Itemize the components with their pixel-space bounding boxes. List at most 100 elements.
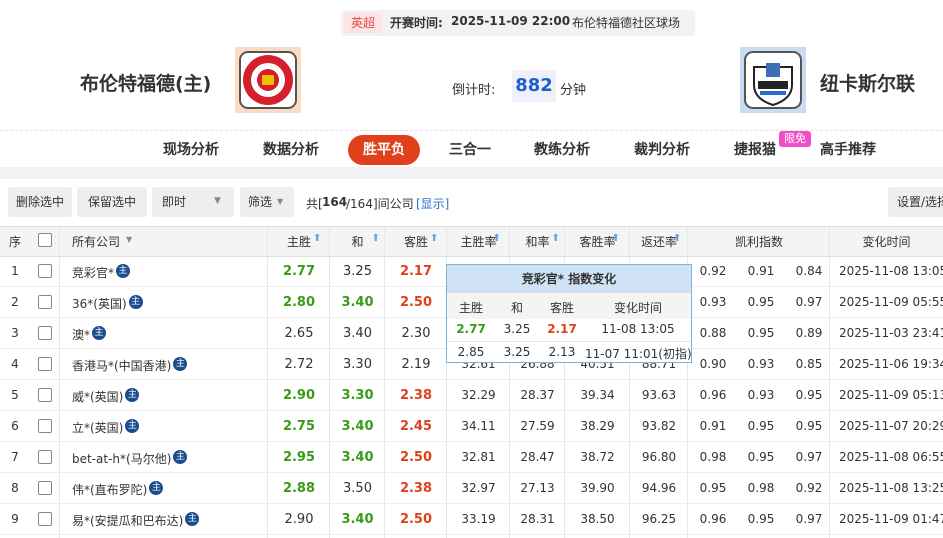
column-header[interactable]: 客胜率 bbox=[579, 235, 616, 249]
kelly: 0.97 bbox=[795, 450, 823, 464]
odds: 2.30 bbox=[401, 326, 431, 341]
company[interactable]: 澳* bbox=[72, 328, 91, 342]
tab[interactable]: 教练分析 bbox=[534, 142, 590, 158]
select-caret: ▼ bbox=[214, 196, 221, 206]
odds: 3.50 bbox=[343, 481, 372, 496]
tab[interactable]: 裁判分析 bbox=[634, 142, 690, 158]
column-header[interactable]: 凯利指数 bbox=[734, 235, 783, 249]
rate: 96.80 bbox=[641, 450, 677, 464]
away-team[interactable]: 纽卡斯尔联 bbox=[820, 73, 916, 95]
company[interactable]: 香港马*(中国香港) bbox=[72, 359, 172, 373]
change-time: 2025-11-08 13:05 bbox=[839, 264, 943, 278]
checkbox[interactable] bbox=[38, 264, 52, 278]
column-header[interactable]: 客胜 bbox=[403, 235, 428, 249]
column-header[interactable]: 主胜率 bbox=[460, 235, 497, 249]
column-header[interactable]: 和率 bbox=[525, 235, 550, 249]
change-time: 2025-11-03 23:41 bbox=[839, 326, 943, 340]
company[interactable]: 伟*(直布罗陀) bbox=[72, 483, 148, 497]
checkbox[interactable] bbox=[38, 512, 52, 526]
main-icon: 主 bbox=[149, 481, 164, 495]
rate: 32.29 bbox=[461, 388, 496, 402]
button[interactable]: 设置/选择 bbox=[888, 187, 943, 217]
rate: 32.97 bbox=[461, 481, 496, 495]
odds: 3.40 bbox=[341, 450, 374, 465]
column-header[interactable]: 返还率 bbox=[640, 235, 677, 249]
col-sep bbox=[509, 226, 510, 538]
table-header bbox=[0, 226, 943, 257]
kelly: 0.95 bbox=[747, 419, 775, 433]
col-sep bbox=[564, 226, 565, 538]
row-line bbox=[0, 503, 943, 504]
col-sep bbox=[384, 226, 385, 538]
column-header[interactable]: 变化时间 bbox=[862, 235, 911, 249]
row-index: 8 bbox=[11, 481, 19, 495]
odds: 3.30 bbox=[341, 388, 374, 403]
select[interactable]: 即时 bbox=[152, 187, 234, 217]
main-icon: 主 bbox=[116, 264, 131, 278]
odds: 2.72 bbox=[284, 357, 314, 372]
col-sep bbox=[687, 226, 688, 538]
row-index: 5 bbox=[11, 388, 19, 402]
col-sep bbox=[446, 226, 447, 538]
company[interactable]: bet-at-h*(马尔他) bbox=[72, 452, 172, 466]
tab[interactable]: 高手推荐 bbox=[820, 142, 876, 158]
odds: 2.65 bbox=[284, 326, 314, 341]
company[interactable]: 立*(英国) bbox=[72, 421, 124, 435]
button[interactable]: 保留选中 bbox=[77, 187, 147, 217]
column-header[interactable]: 和 bbox=[351, 235, 364, 249]
company[interactable]: 威*(英国) bbox=[72, 390, 124, 404]
select-caret: ▼ bbox=[277, 197, 284, 206]
row-index: 4 bbox=[11, 357, 19, 371]
odds: 2.45 bbox=[399, 419, 433, 434]
kelly: 0.93 bbox=[747, 388, 775, 402]
tab[interactable]: 胜平负 bbox=[348, 135, 420, 165]
popup-row-line bbox=[447, 341, 691, 342]
column-header[interactable]: 主胜 bbox=[286, 235, 311, 249]
popup-header: 和 bbox=[510, 301, 523, 315]
checkbox[interactable] bbox=[38, 450, 52, 464]
checkbox[interactable] bbox=[38, 419, 52, 433]
sort-arrow: ⬆ bbox=[611, 233, 620, 244]
kelly: 0.95 bbox=[747, 326, 775, 340]
rate: 93.82 bbox=[641, 419, 677, 433]
checkbox[interactable] bbox=[38, 295, 52, 309]
col-sep bbox=[59, 226, 60, 538]
main-icon: 主 bbox=[125, 388, 140, 402]
company[interactable]: 易*(安提瓜和巴布达) bbox=[72, 514, 184, 528]
row-index: 2 bbox=[11, 295, 19, 309]
kelly: 0.91 bbox=[699, 419, 727, 433]
tab[interactable]: 现场分析 bbox=[163, 142, 219, 158]
rate: 38.29 bbox=[580, 419, 615, 433]
odds: 2.90 bbox=[284, 512, 314, 527]
change-time: 2025-11-09 05:13 bbox=[839, 388, 943, 402]
kelly: 0.95 bbox=[795, 419, 823, 433]
company[interactable]: 36*(英国) bbox=[72, 297, 127, 311]
checkbox[interactable] bbox=[38, 481, 52, 495]
home-team[interactable]: 布伦特福德(主) bbox=[80, 73, 212, 95]
checkbox[interactable] bbox=[38, 326, 52, 340]
select[interactable]: 筛选 bbox=[240, 187, 294, 217]
countdown-label: 倒计时: bbox=[452, 83, 496, 98]
odds: 2.19 bbox=[401, 357, 431, 372]
tab[interactable]: 三合一 bbox=[449, 142, 491, 158]
column-header[interactable]: 所有公司 bbox=[72, 235, 121, 249]
popup-cell: 2.77 bbox=[456, 322, 486, 336]
checkbox[interactable] bbox=[38, 388, 52, 402]
odds: 3.40 bbox=[341, 419, 374, 434]
checkbox[interactable] bbox=[38, 357, 52, 371]
company[interactable]: 竞彩官* bbox=[72, 266, 115, 280]
show-link[interactable]: [显示] bbox=[416, 197, 450, 211]
checkbox[interactable] bbox=[38, 233, 52, 247]
tab[interactable]: 数据分析 bbox=[263, 142, 319, 158]
spacer-band bbox=[0, 167, 943, 179]
kelly: 0.92 bbox=[795, 481, 823, 495]
tab[interactable]: 捷报猫 bbox=[734, 142, 776, 158]
popup-header: 客胜 bbox=[549, 301, 574, 315]
popup-header: 变化时间 bbox=[613, 301, 662, 315]
row-index: 6 bbox=[11, 419, 19, 433]
main-icon: 主 bbox=[128, 295, 143, 309]
popup-cell: 11-07 11:01(初指) bbox=[585, 347, 692, 361]
rate: 27.59 bbox=[520, 419, 555, 433]
kelly: 0.92 bbox=[699, 264, 727, 278]
button[interactable]: 删除选中 bbox=[8, 187, 72, 217]
